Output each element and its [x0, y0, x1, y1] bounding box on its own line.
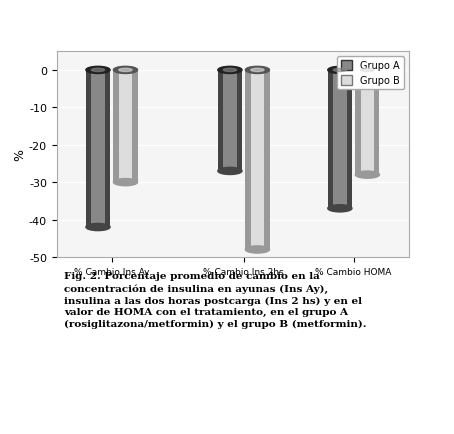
Ellipse shape [251, 69, 264, 72]
Bar [374, 71, 380, 175]
Ellipse shape [223, 69, 237, 72]
Ellipse shape [333, 69, 346, 72]
Bar [223, 71, 237, 171]
Y-axis label: %: % [13, 149, 26, 161]
Ellipse shape [355, 67, 380, 74]
Bar [118, 71, 132, 183]
Bar [264, 71, 270, 250]
Ellipse shape [114, 67, 138, 74]
Ellipse shape [355, 172, 380, 179]
Bar [218, 71, 223, 171]
Bar [132, 71, 138, 183]
Bar [114, 71, 118, 183]
Bar [245, 71, 251, 250]
Ellipse shape [218, 67, 242, 74]
Bar [237, 71, 242, 171]
Bar [91, 71, 105, 227]
Bar [105, 71, 110, 227]
Ellipse shape [218, 168, 242, 175]
Ellipse shape [328, 67, 352, 74]
Ellipse shape [114, 179, 138, 186]
Ellipse shape [91, 69, 104, 72]
Bar [355, 71, 360, 175]
Ellipse shape [245, 247, 270, 253]
Text: Fig. 2. Porcentaje promedio de cambio en la
concentración de insulina en ayunas : Fig. 2. Porcentaje promedio de cambio en… [64, 272, 366, 329]
Ellipse shape [86, 67, 110, 74]
Bar [360, 71, 374, 175]
Legend: Grupo A, Grupo B: Grupo A, Grupo B [337, 57, 404, 90]
Bar [347, 71, 352, 209]
Ellipse shape [245, 67, 270, 74]
Ellipse shape [119, 69, 132, 72]
Bar [333, 71, 347, 209]
Bar [251, 71, 264, 250]
Ellipse shape [361, 69, 374, 72]
Bar [328, 71, 333, 209]
Ellipse shape [328, 205, 352, 212]
Ellipse shape [86, 224, 110, 231]
Bar [86, 71, 91, 227]
